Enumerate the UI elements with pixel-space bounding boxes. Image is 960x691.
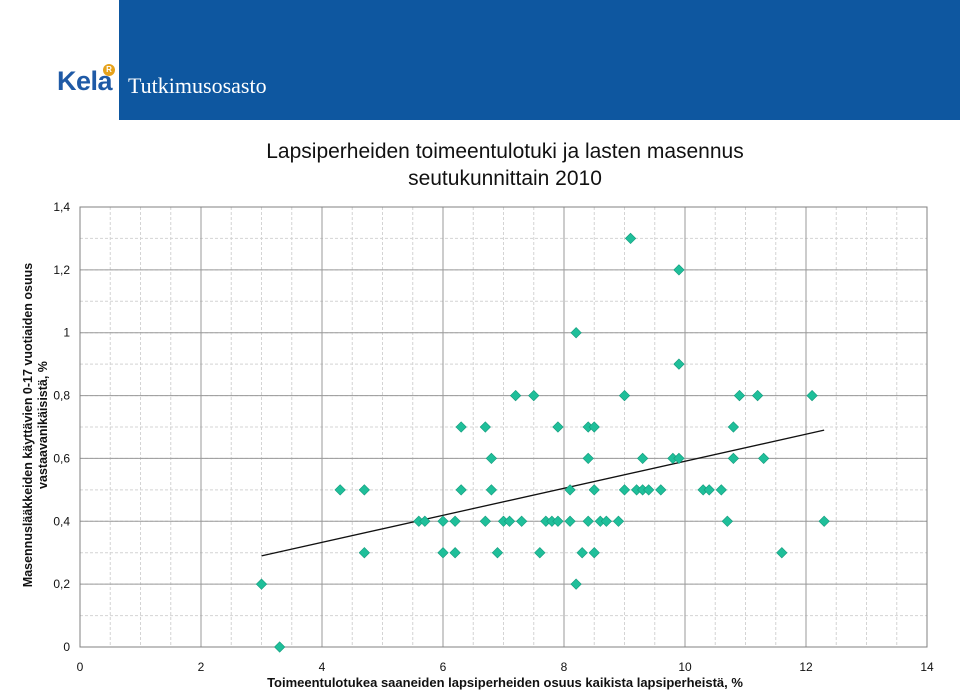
data-point (449, 515, 461, 527)
chart-title: Lapsiperheiden toimeentulotuki ja lasten… (266, 140, 744, 163)
data-point (637, 452, 649, 465)
data-point (516, 515, 528, 527)
y-tick-label: 0,6 (53, 451, 70, 465)
data-point (358, 547, 370, 559)
data-point (534, 547, 546, 559)
data-point (806, 389, 818, 402)
header-banner (119, 0, 960, 120)
data-point (643, 484, 655, 496)
data-point (751, 389, 764, 402)
data-point (564, 515, 576, 527)
data-point (588, 484, 600, 496)
data-point (274, 641, 286, 653)
y-tick-label: 0,2 (53, 577, 70, 591)
data-point (727, 421, 740, 433)
chart-subtitle: seutukunnittain 2010 (408, 167, 602, 190)
data-point (419, 515, 431, 527)
data-point (673, 358, 685, 370)
data-point (618, 484, 631, 496)
x-tick-label: 14 (920, 660, 934, 674)
data-point (612, 515, 625, 527)
data-point (455, 484, 467, 496)
data-point (733, 389, 746, 402)
data-point (449, 547, 461, 559)
data-point (528, 389, 540, 402)
data-point (491, 547, 504, 559)
data-point (485, 452, 498, 465)
data-point (479, 421, 491, 433)
x-tick-label: 0 (77, 660, 84, 674)
data-point (727, 452, 740, 465)
data-point (437, 547, 449, 559)
data-point (503, 515, 516, 527)
data-point (334, 484, 346, 496)
data-point (818, 515, 830, 527)
data-point (703, 484, 715, 496)
data-point (588, 421, 600, 433)
plot-area-border (79, 206, 928, 648)
x-tick-label: 8 (561, 660, 568, 674)
x-axis-label: Toimeentulotukea saaneiden lapsiperheide… (267, 675, 743, 690)
y-tick-label: 0,8 (53, 389, 70, 403)
data-point (624, 232, 637, 245)
data-point (673, 264, 685, 276)
data-point (437, 515, 449, 527)
department-name: Tutkimusosasto (128, 73, 267, 98)
data-point (570, 327, 582, 339)
data-point (673, 452, 685, 465)
data-point (582, 452, 594, 465)
x-tick-label: 6 (440, 660, 447, 674)
data-point (552, 421, 564, 433)
y-tick-label: 1,4 (53, 200, 70, 214)
y-tick-label: 1,2 (53, 263, 70, 277)
logo-area (0, 0, 119, 120)
data-point (509, 389, 522, 402)
data-point (479, 515, 491, 527)
data-point (485, 484, 498, 496)
data-point (600, 515, 612, 527)
data-point (564, 484, 576, 496)
data-point (552, 515, 564, 527)
data-point (655, 484, 667, 496)
data-point (576, 547, 588, 559)
data-point (776, 547, 788, 559)
data-point (358, 484, 370, 496)
y-tick-label: 1 (63, 326, 70, 340)
data-point (255, 578, 268, 590)
data-point (588, 547, 600, 559)
data-point (721, 515, 733, 527)
data-point (455, 421, 467, 433)
data-point (570, 578, 582, 590)
x-tick-label: 2 (198, 660, 205, 674)
x-tick-label: 4 (319, 660, 326, 674)
y-tick-label: 0,4 (53, 514, 70, 528)
x-tick-label: 10 (678, 660, 692, 674)
data-point (618, 389, 631, 402)
x-tick-label: 12 (799, 660, 813, 674)
data-point (758, 452, 770, 465)
registered-mark-icon: R (103, 64, 115, 76)
data-point (715, 484, 727, 496)
trendline (261, 429, 825, 557)
y-tick-label: 0 (63, 640, 70, 654)
data-point (582, 515, 594, 527)
